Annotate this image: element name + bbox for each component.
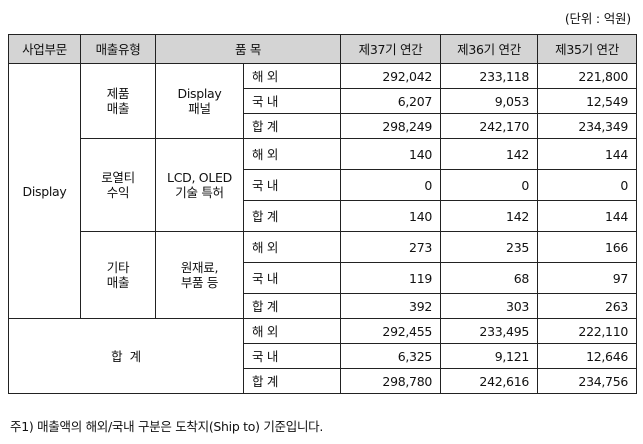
sales-table: 사업부문 매출유형 품 목 제37기 연간 제36기 연간 제35기 연간 Di… bbox=[8, 34, 638, 394]
sales-type-other: 기타 매출 bbox=[80, 231, 156, 319]
table-row: 국 내 119 68 97 bbox=[9, 262, 638, 294]
table-row: 국 내 6,207 9,053 12,549 bbox=[9, 88, 638, 114]
value-cell: 221,800 bbox=[537, 63, 638, 89]
unit-note: (단위 : 억원) bbox=[564, 11, 631, 26]
header-row: 사업부문 매출유형 품 목 제37기 연간 제36기 연간 제35기 연간 bbox=[8, 34, 638, 64]
value-cell: 140 bbox=[340, 138, 442, 170]
item-royalty: LCD, OLED 기술 특허 bbox=[155, 138, 244, 232]
subtotal-label: 합 계 bbox=[242, 113, 342, 139]
subtotal-label: 합 계 bbox=[242, 293, 342, 319]
value-cell: 298,780 bbox=[340, 368, 442, 394]
grand-total-label: 합 계 bbox=[8, 318, 244, 394]
table-row: 기타 매출 원재료, 부품 등 해 외 273 235 166 bbox=[9, 231, 638, 319]
value-cell: 12,549 bbox=[537, 88, 638, 114]
value-cell: 234,756 bbox=[537, 368, 638, 394]
footnote: 주1) 매출액의 해외/국내 구분은 도착지(Ship to) 기준입니다. bbox=[10, 419, 324, 434]
region-label: 해 외 bbox=[242, 231, 342, 263]
table-row: 합 계 392 303 263 bbox=[9, 293, 638, 319]
region-label: 해 외 bbox=[242, 318, 342, 344]
region-label: 국 내 bbox=[242, 169, 342, 201]
value-cell: 234,349 bbox=[537, 113, 638, 139]
region-label: 해 외 bbox=[242, 63, 342, 89]
value-cell: 0 bbox=[537, 169, 638, 201]
value-cell: 144 bbox=[537, 200, 638, 232]
value-cell: 392 bbox=[340, 293, 442, 319]
value-cell: 303 bbox=[440, 293, 539, 319]
value-cell: 0 bbox=[340, 169, 442, 201]
value-cell: 263 bbox=[537, 293, 638, 319]
header-division: 사업부문 bbox=[8, 34, 81, 64]
sales-type-royalty: 로열티 수익 bbox=[80, 138, 156, 232]
value-cell: 9,121 bbox=[440, 343, 539, 369]
table-row: 국 내 0 0 0 bbox=[9, 169, 638, 201]
value-cell: 235 bbox=[440, 231, 539, 263]
region-label: 해 외 bbox=[242, 138, 342, 170]
table-row: 합 계 해 외 292,455 233,495 222,110 bbox=[8, 318, 638, 394]
table-row: 합 계 140 142 144 bbox=[9, 200, 638, 232]
header-fy36: 제36기 연간 bbox=[440, 34, 539, 64]
value-cell: 273 bbox=[340, 231, 442, 263]
value-cell: 6,325 bbox=[340, 343, 442, 369]
value-cell: 9,053 bbox=[440, 88, 539, 114]
header-fy35: 제35기 연간 bbox=[537, 34, 638, 64]
value-cell: 233,118 bbox=[440, 63, 539, 89]
header-fy37: 제37기 연간 bbox=[340, 34, 442, 64]
sales-type-product: 제품 매출 bbox=[80, 63, 156, 139]
value-cell: 6,207 bbox=[340, 88, 442, 114]
value-cell: 12,646 bbox=[537, 343, 638, 369]
table-row: 로열티 수익 LCD, OLED 기술 특허 해 외 140 142 144 bbox=[9, 138, 638, 232]
value-cell: 222,110 bbox=[537, 318, 638, 344]
table-row: 합 계 298,780 242,616 234,756 bbox=[9, 368, 638, 394]
value-cell: 233,495 bbox=[440, 318, 539, 344]
item-other: 원재료, 부품 등 bbox=[155, 231, 244, 319]
region-label: 국 내 bbox=[242, 262, 342, 294]
division-cell: Display bbox=[8, 63, 81, 319]
value-cell: 144 bbox=[537, 138, 638, 170]
header-sales-type: 매출유형 bbox=[80, 34, 156, 64]
value-cell: 119 bbox=[340, 262, 442, 294]
table-row: Display 제품 매출 Display 패널 해 외 292,042 233,1… bbox=[8, 63, 638, 319]
value-cell: 166 bbox=[537, 231, 638, 263]
table-row: 합 계 298,249 242,170 234,349 bbox=[9, 113, 638, 139]
value-cell: 97 bbox=[537, 262, 638, 294]
region-label: 국 내 bbox=[242, 343, 342, 369]
value-cell: 0 bbox=[440, 169, 539, 201]
value-cell: 298,249 bbox=[340, 113, 442, 139]
header-item: 품 목 bbox=[154, 34, 342, 64]
item-product: Display 패널 bbox=[155, 63, 244, 139]
region-label: 국 내 bbox=[242, 88, 342, 114]
value-cell: 242,616 bbox=[440, 368, 539, 394]
subtotal-label: 합 계 bbox=[242, 368, 342, 394]
value-cell: 142 bbox=[440, 138, 539, 170]
value-cell: 68 bbox=[440, 262, 539, 294]
value-cell: 140 bbox=[340, 200, 442, 232]
subtotal-label: 합 계 bbox=[242, 200, 342, 232]
value-cell: 142 bbox=[440, 200, 539, 232]
value-cell: 242,170 bbox=[440, 113, 539, 139]
value-cell: 292,042 bbox=[340, 63, 442, 89]
value-cell: 292,455 bbox=[340, 318, 442, 344]
